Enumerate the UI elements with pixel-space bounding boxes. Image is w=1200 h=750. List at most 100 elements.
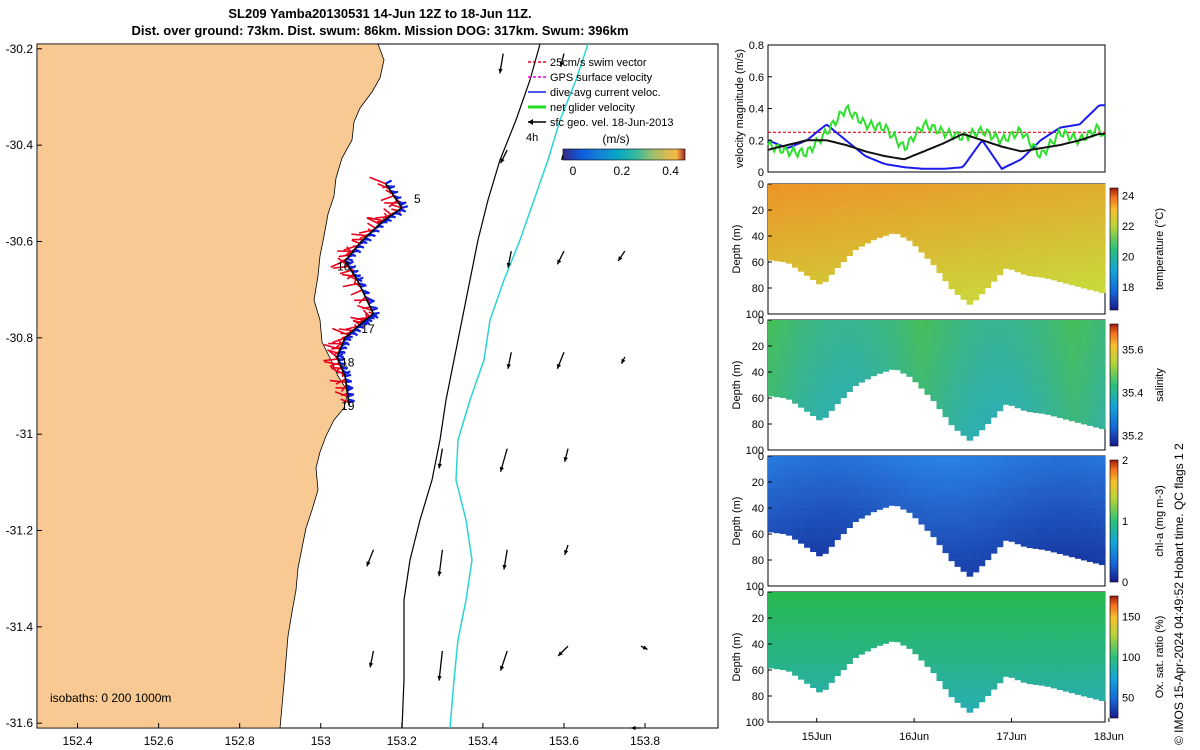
section-cell: [990, 320, 998, 328]
section-cell: [1002, 611, 1010, 619]
section-cell: [786, 592, 793, 600]
section-cell: [990, 385, 998, 393]
section-cell: [1044, 365, 1052, 373]
section-y-tick-label: 60: [752, 665, 764, 677]
section-cell: [924, 469, 932, 477]
section-cell: [930, 637, 938, 645]
section-cell: [990, 223, 998, 231]
section-cell: [948, 527, 956, 535]
section-cell: [822, 346, 829, 354]
section-cell: [834, 346, 841, 354]
section-cell: [930, 469, 938, 477]
section-cell: [780, 346, 787, 354]
section-cell: [834, 190, 841, 198]
section-cell: [1068, 365, 1076, 373]
section-cell: [840, 249, 847, 257]
section-cell: [1044, 521, 1052, 529]
section-cell: [1026, 475, 1034, 483]
section-cell: [1086, 184, 1094, 192]
section-cell: [1056, 605, 1064, 613]
section-cell: [960, 644, 968, 652]
section-cell: [1092, 488, 1100, 496]
section-cell: [954, 456, 962, 464]
section-cell: [990, 203, 998, 211]
section-cell: [1038, 268, 1046, 276]
section-cell: [924, 320, 932, 328]
section-cell: [1098, 417, 1106, 425]
section-cell: [930, 527, 938, 535]
section-cell: [1002, 644, 1010, 652]
section-cell: [936, 391, 944, 399]
section-cell: [954, 385, 962, 393]
section-cell: [1056, 184, 1064, 192]
section-cell: [1074, 540, 1082, 548]
section-cell: [924, 508, 932, 516]
section-cell: [816, 255, 823, 263]
section-cell: [990, 365, 998, 373]
section-cell: [1062, 320, 1070, 328]
section-cell: [1002, 598, 1010, 606]
section-cell: [864, 495, 871, 503]
velocity-series-line: [767, 132, 1105, 161]
section-cell: [828, 242, 835, 250]
section-cell: [894, 488, 901, 496]
section-cell: [966, 676, 974, 684]
section-colorbar-label: chl-a (mg m-3): [1154, 485, 1166, 557]
section-cell: [846, 378, 853, 386]
section-cell: [840, 223, 847, 231]
section-cell: [924, 184, 932, 192]
section-cell: [828, 508, 835, 516]
section-cell: [1086, 372, 1094, 380]
section-cell: [816, 242, 823, 250]
section-cell: [1008, 352, 1016, 360]
section-cell: [1080, 488, 1088, 496]
section-cell: [912, 611, 920, 619]
section-cell: [1020, 456, 1028, 464]
section-cell: [1080, 255, 1088, 263]
section-cell: [768, 631, 775, 639]
section-cell: [960, 326, 968, 334]
section-cell: [804, 657, 811, 665]
section-cell: [990, 378, 998, 386]
section-cell: [942, 657, 950, 665]
section-cell: [984, 210, 992, 218]
section-cell: [918, 611, 926, 619]
section-cell: [954, 469, 962, 477]
section-cell: [1056, 592, 1064, 600]
section-cell: [846, 456, 853, 464]
section-cell: [780, 352, 787, 360]
section-cell: [984, 190, 992, 198]
section-cell: [1008, 670, 1016, 678]
section-cell: [822, 190, 829, 198]
section-cell: [990, 326, 998, 334]
section-cell: [894, 501, 901, 507]
section-cell: [1020, 592, 1028, 600]
section-cell: [858, 650, 865, 655]
section-cell: [870, 333, 877, 341]
section-cell: [1062, 352, 1070, 360]
section-cell: [1080, 268, 1088, 276]
section-cell: [1002, 203, 1010, 211]
section-cell: [852, 190, 859, 198]
section-cell: [996, 644, 1004, 652]
section-cell: [1086, 624, 1094, 632]
section-cell: [840, 644, 847, 652]
section-cell: [870, 352, 877, 360]
section-cell: [972, 229, 980, 237]
section-cell: [1086, 262, 1094, 270]
section-cell: [912, 650, 920, 655]
section-cell: [1068, 398, 1076, 406]
section-cell: [882, 359, 889, 367]
section-cell: [1038, 210, 1046, 218]
section-cell: [1014, 255, 1022, 263]
section-cell: [1020, 210, 1028, 218]
velocity-ylabel: velocity magnitude (m/s): [734, 49, 746, 168]
section-cell: [858, 631, 865, 639]
section-cell: [900, 488, 908, 496]
section-cell: [1008, 495, 1016, 503]
section-colorbar-tick-label: 35.4: [1122, 387, 1143, 399]
section-cell: [954, 527, 962, 535]
swim-vector: [332, 327, 349, 336]
section-cell: [786, 326, 793, 334]
section-cell: [1014, 676, 1022, 681]
